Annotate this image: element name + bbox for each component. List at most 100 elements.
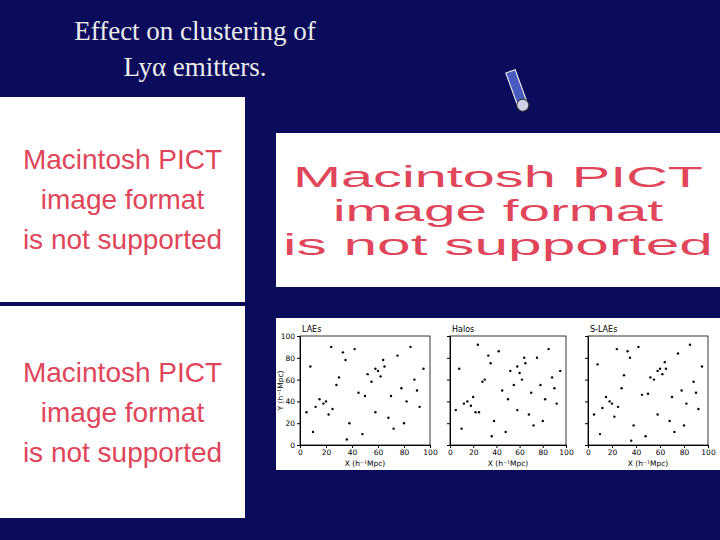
point: [366, 373, 368, 375]
point: [474, 411, 476, 413]
point: [620, 387, 622, 389]
y-tick-mark: [585, 336, 588, 337]
point: [605, 396, 607, 398]
plot-frame: [588, 336, 708, 445]
x-tick-label: 20: [469, 448, 479, 457]
point: [460, 427, 462, 429]
x-tick: 0: [448, 445, 453, 457]
point: [400, 387, 402, 389]
y-tick-mark: [447, 401, 450, 402]
panel-title: S-LAEs: [590, 325, 617, 334]
point: [668, 420, 670, 422]
x-axis-line: [301, 446, 431, 449]
point: [507, 398, 509, 400]
point: [516, 365, 518, 367]
x-tick: 80: [539, 445, 549, 457]
placeholder-text: is not supported: [23, 224, 222, 255]
x-tick-label: 80: [400, 448, 410, 457]
plot-frame: [300, 336, 430, 445]
point: [685, 402, 687, 404]
point: [403, 422, 405, 424]
point: [477, 344, 479, 346]
icon-lens: [515, 97, 530, 112]
y-tick-label: 80: [285, 354, 295, 363]
point: [630, 439, 632, 441]
point: [392, 427, 394, 429]
point: [617, 406, 619, 408]
point: [629, 357, 631, 359]
x-tick: 80: [400, 445, 410, 457]
point: [383, 365, 385, 367]
point: [656, 413, 658, 415]
point: [501, 389, 503, 391]
x-tick: 100: [559, 445, 574, 457]
x-tick: 0: [586, 445, 591, 457]
background: [0, 0, 720, 540]
point: [659, 368, 661, 370]
point: [680, 389, 682, 391]
point: [601, 407, 603, 409]
placeholder-text: image format: [333, 194, 664, 227]
point: [626, 350, 628, 352]
y-axis-line: [447, 337, 451, 446]
point: [664, 361, 666, 363]
x-tick-label: 0: [448, 448, 453, 457]
point: [673, 431, 675, 433]
placeholder-box: [0, 97, 245, 302]
y-tick: 20: [285, 419, 300, 428]
x-tick: 100: [423, 445, 438, 457]
y-tick: 0: [290, 441, 300, 450]
x-tick: 60: [374, 445, 384, 457]
y-tick-mark: [585, 380, 588, 381]
panel-title: Halos: [452, 325, 474, 334]
point: [695, 391, 697, 393]
placeholder-text: Macintosh PICT: [23, 144, 222, 175]
point: [661, 373, 663, 375]
point: [671, 396, 673, 398]
chart-background: [276, 318, 720, 470]
point: [518, 372, 520, 374]
point: [623, 374, 625, 376]
point: [509, 370, 511, 372]
point: [455, 409, 457, 411]
point: [593, 413, 595, 415]
point: [409, 346, 411, 348]
y-tick-mark: [297, 336, 300, 337]
y-tick-mark: [585, 423, 588, 424]
point: [484, 378, 486, 380]
placeholder-text: Macintosh PICT: [23, 357, 222, 388]
point: [379, 375, 381, 377]
point: [530, 391, 532, 393]
x-tick-label: 60: [374, 448, 384, 457]
point: [513, 384, 515, 386]
points: [455, 344, 562, 438]
point: [335, 384, 337, 386]
point: [542, 420, 544, 422]
x-tick: 40: [632, 445, 642, 457]
y-tick-mark: [447, 380, 450, 381]
y-tick: [447, 423, 450, 424]
point: [458, 368, 460, 370]
points: [593, 344, 703, 442]
x-axis: 020406080100: [298, 445, 438, 457]
x-tick: 60: [515, 445, 525, 457]
point: [382, 359, 384, 361]
y-tick-label: 40: [285, 397, 295, 406]
point: [553, 387, 555, 389]
point: [536, 357, 538, 359]
placeholder: Macintosh PICTimage formatis not support…: [0, 97, 245, 302]
point: [489, 362, 491, 364]
point: [487, 354, 489, 356]
point: [524, 362, 526, 364]
y-tick: 80: [285, 354, 300, 363]
x-tick: 40: [348, 445, 358, 457]
panel: 020406080100S-LAEsX (h⁻¹Mpc): [585, 325, 716, 468]
point: [632, 424, 634, 426]
point: [653, 378, 655, 380]
x-tick: 100: [701, 445, 716, 457]
point: [342, 351, 344, 353]
x-tick-label: 60: [515, 448, 525, 457]
point: [697, 408, 699, 410]
panel-title: LAEs: [302, 325, 321, 334]
y-tick: [447, 445, 450, 446]
